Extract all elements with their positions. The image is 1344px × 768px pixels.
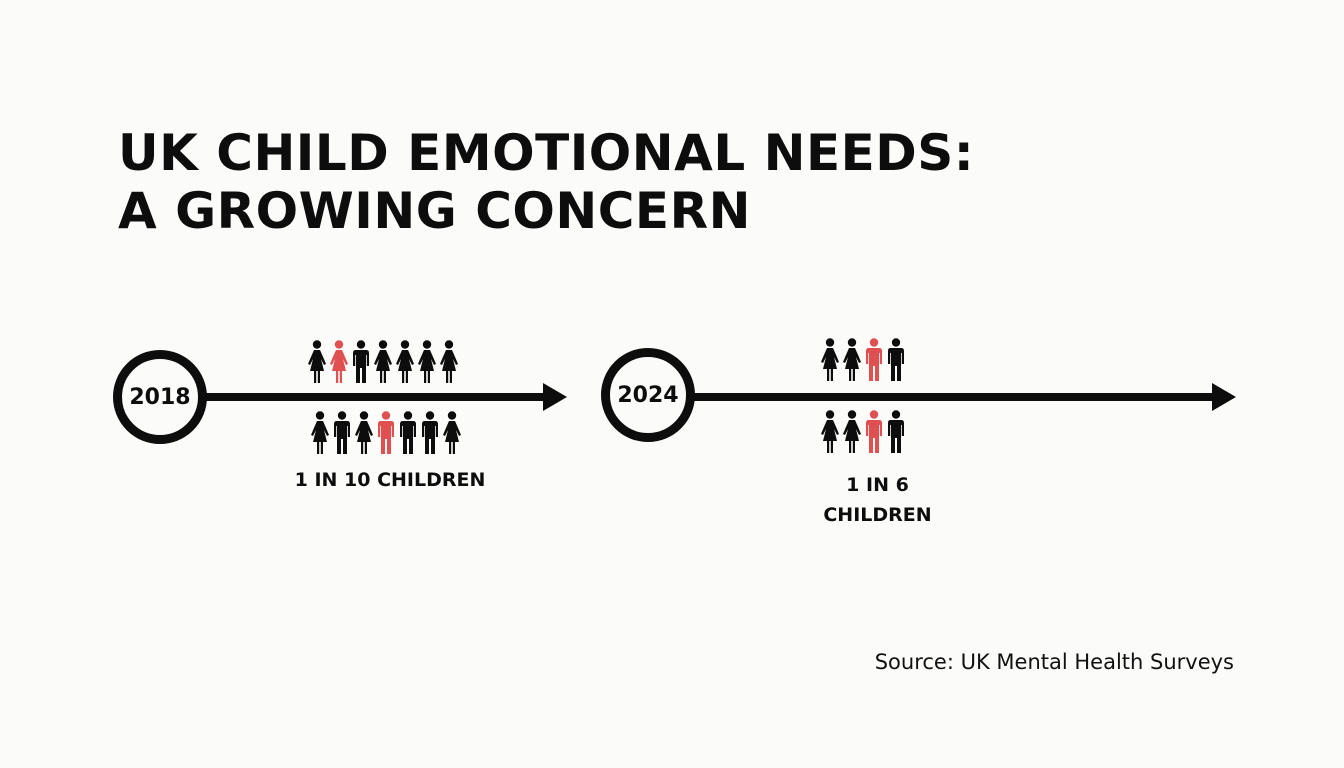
male-person-icon-highlighted	[378, 411, 394, 454]
page-title: UK CHILD EMOTIONAL NEEDS: A GROWING CONC…	[118, 124, 974, 240]
male-person-icon	[353, 340, 369, 383]
timeline-axis-2024	[690, 393, 1215, 401]
year-marker-2018: 2018	[113, 350, 207, 444]
stat-label-2018: 1 IN 10 CHILDREN	[294, 469, 486, 491]
arrow-head-icon	[1212, 383, 1236, 411]
stat-label-2024-line-2: CHILDREN	[823, 504, 932, 526]
female-person-icon-highlighted	[330, 340, 348, 383]
male-person-icon	[888, 410, 904, 453]
female-person-icon	[821, 338, 839, 381]
male-person-icon	[422, 411, 438, 454]
title-line-2: A GROWING CONCERN	[118, 182, 751, 240]
stat-label-2024: 1 IN 6 CHILDREN	[800, 470, 955, 530]
female-person-icon	[374, 340, 392, 383]
male-person-icon-highlighted	[866, 338, 882, 381]
female-person-icon	[821, 410, 839, 453]
arrow-head-icon	[543, 383, 567, 411]
people-row-2024-top	[820, 338, 906, 382]
source-note: Source: UK Mental Health Surveys	[874, 650, 1234, 674]
male-person-icon-highlighted	[866, 410, 882, 453]
female-person-icon	[843, 338, 861, 381]
female-person-icon	[311, 411, 329, 454]
female-person-icon	[418, 340, 436, 383]
people-row-2018-bottom	[310, 411, 462, 455]
people-row-2018-top	[307, 340, 459, 384]
male-person-icon	[400, 411, 416, 454]
female-person-icon	[440, 340, 458, 383]
female-person-icon	[355, 411, 373, 454]
female-person-icon	[843, 410, 861, 453]
male-person-icon	[888, 338, 904, 381]
male-person-icon	[334, 411, 350, 454]
stat-label-2024-line-1: 1 IN 6	[846, 474, 909, 496]
timeline-axis-2018	[200, 393, 545, 401]
people-row-2024-bottom	[820, 410, 906, 454]
title-line-1: UK CHILD EMOTIONAL NEEDS:	[118, 124, 975, 182]
female-person-icon	[396, 340, 414, 383]
female-person-icon	[443, 411, 461, 454]
year-marker-2024: 2024	[601, 348, 695, 442]
female-person-icon	[308, 340, 326, 383]
